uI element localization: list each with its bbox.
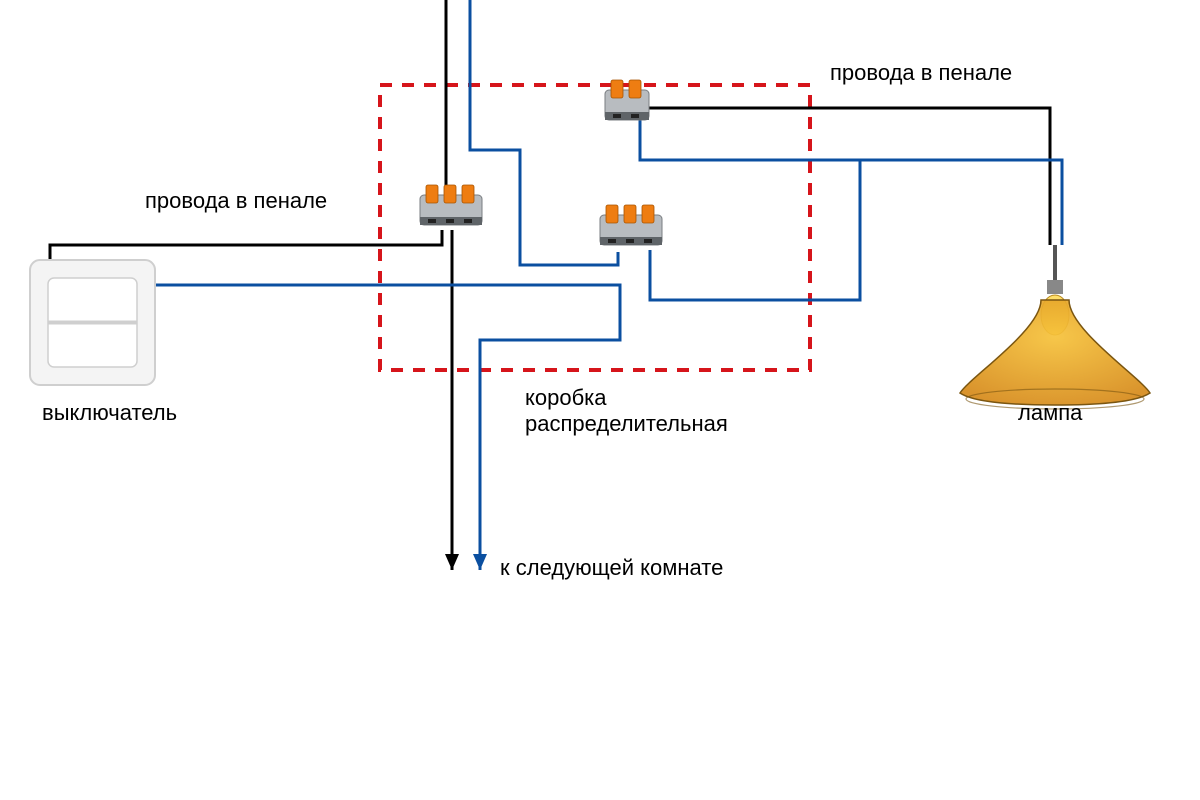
label-box: коробка распределительная <box>525 385 728 437</box>
terminal-0 <box>420 185 482 225</box>
light-switch <box>30 260 155 385</box>
wire-black-2 <box>628 108 1050 245</box>
wire-blue-0 <box>470 0 618 265</box>
arrow-0 <box>445 554 459 570</box>
label-switch: выключатель <box>42 400 177 426</box>
label-wires-right: провода в пенале <box>830 60 1012 86</box>
label-lamp: лампа <box>1018 400 1082 426</box>
lamp-icon <box>960 245 1150 409</box>
wire-blue-3 <box>860 160 1062 245</box>
label-next-room: к следующей комнате <box>500 555 723 581</box>
wire-blue-2 <box>640 120 860 300</box>
label-wires-left: провода в пенале <box>145 188 327 214</box>
arrow-1 <box>473 554 487 570</box>
wire-black-1 <box>50 230 442 260</box>
terminal-1 <box>600 205 662 245</box>
